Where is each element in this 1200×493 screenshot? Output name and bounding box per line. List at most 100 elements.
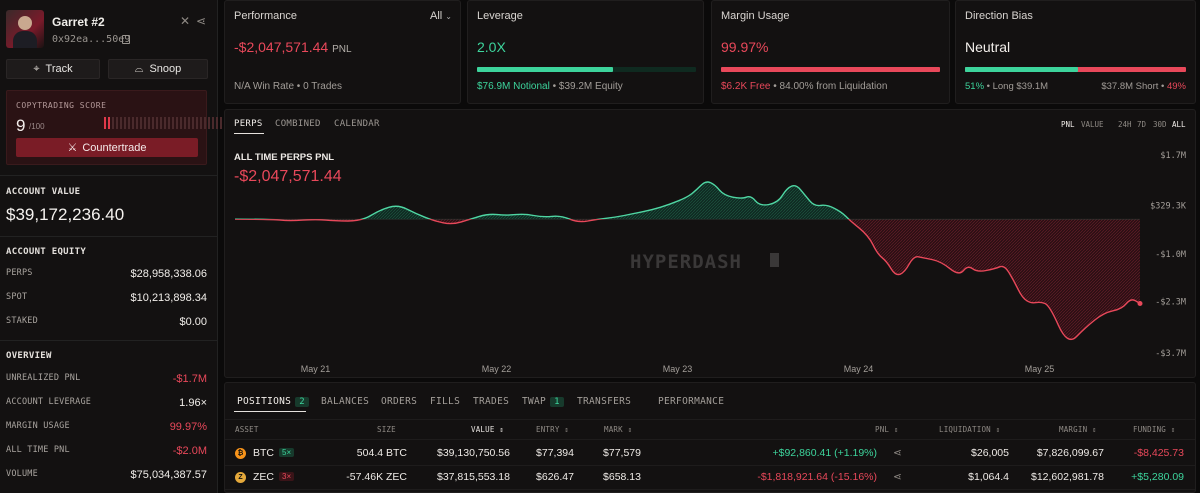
tab-label: TWAP [522,396,547,407]
score-segment [172,117,174,129]
cell-size: 504.4 BTC [356,447,407,459]
equity-row-value: $0.00 [179,316,207,328]
score-segment [216,117,218,129]
col-liquidation[interactable]: LIQUIDATION ⇕ [939,425,1000,434]
countertrade-label: Countertrade [82,141,147,154]
track-button[interactable]: ⌖ Track [6,59,100,79]
tab-label: FILLS [430,396,461,407]
score-segment [120,117,122,129]
watermark-block [770,253,779,267]
tab-transfers[interactable]: TRANSFERS [577,396,631,407]
overview-row: ACCOUNT LEVERAGE 1.96× [6,397,207,409]
watermark: HYPERDASH [630,251,742,273]
x-tick-label: May 25 [1025,364,1055,374]
tab-twap[interactable]: TWAP 1 [522,396,564,407]
score-segment [132,117,134,129]
score-segment [192,117,194,129]
score-segment [128,117,130,129]
overview-row: UNREALIZED PNL -$1.7M [6,373,207,385]
sort-icon: ⇕ [893,425,899,434]
snoop-button[interactable]: ⌓ Snoop [108,59,208,79]
col-value-label: VALUE [471,425,495,434]
share-icon[interactable]: ⋖ [893,447,902,459]
equity-row: PERPS $28,958,338.06 [6,268,207,280]
leverage-badge: 5× [279,448,295,457]
divider [225,465,1195,466]
tab-balances[interactable]: BALANCES [321,396,369,407]
cell-liq: $26,005 [971,447,1009,459]
x-icon[interactable]: ✕ [180,14,191,28]
leverage-bar-fill [477,67,613,72]
asset-name[interactable]: ZEC [253,471,274,483]
sort-icon: ⇕ [564,425,570,434]
score-segment [196,117,198,129]
tab-perps[interactable]: PERPS [234,119,263,129]
tab-fills[interactable]: FILLS [430,396,460,407]
cell-pnl: +$92,860.41 (+1.19%) [772,447,878,459]
bias-long-bar [965,67,1078,72]
tab-positions[interactable]: POSITIONS 2 [237,396,309,407]
leverage-notional: $76.9M Notional [477,81,550,92]
range-all[interactable]: ALL [1172,120,1186,129]
positive-area [362,182,849,220]
col-size[interactable]: SIZE [377,425,396,434]
overview-row-label: ALL TIME PNL [6,445,70,455]
score-segment [140,117,142,129]
margin-free: $6.2K Free [721,81,771,92]
latest-point[interactable] [1137,301,1143,306]
tab-orders[interactable]: ORDERS [381,396,417,407]
tab-trades[interactable]: TRADES [473,396,509,407]
tab-performance[interactable]: PERFORMANCE [658,396,724,407]
share-icon[interactable]: ⋖ [196,14,207,28]
chart-headline: -$2,047,571.44 [234,168,342,185]
overview-label: OVERVIEW [6,351,52,361]
sidebar: Garret #2 0x92ea...50e9 ✕ ⋖ ⌖ Track ⌓ Sn… [0,0,222,493]
range-30d[interactable]: 30D [1153,120,1167,129]
cell-margin: $12,602,981.78 [1031,471,1104,483]
cell-liq: $1,064.4 [968,471,1009,483]
col-entry[interactable]: ENTRY ⇕ [536,425,569,434]
score-segment [188,117,190,129]
swords-icon: ⚔ [67,142,78,154]
wallet-address[interactable]: 0x92ea...50e9 [52,34,131,45]
asset-name[interactable]: BTC [253,447,274,459]
equity-row-label: SPOT [6,292,28,302]
countertrade-button[interactable]: ⚔ Countertrade [16,138,198,157]
mode-pnl[interactable]: PNL [1061,120,1075,129]
score-segment [144,117,146,129]
pnl-area-chart[interactable]: HYPERDASH $1.7M $329.3K -$1.0M -$2.3M -$3.7M… [225,110,1195,377]
tab-calendar[interactable]: CALENDAR [334,119,380,129]
score-segment [176,117,178,129]
score-segment [124,117,126,129]
col-funding[interactable]: FUNDING ⇕ [1133,425,1175,434]
share-icon[interactable]: ⋖ [893,471,902,483]
score-segment [168,117,170,129]
divider [225,439,1195,440]
overview-row-value: $75,034,387.57 [130,469,207,481]
col-asset[interactable]: ASSET [235,425,259,434]
tab-combined[interactable]: COMBINED [275,119,321,129]
bias-short-pct: 49% [1166,81,1186,92]
score-segment [180,117,182,129]
copytrading-max: /100 [29,122,45,131]
score-segment [164,117,166,129]
performance-filter[interactable]: All ⌄ [430,10,452,22]
range-7d[interactable]: 7D [1137,120,1147,129]
col-margin[interactable]: MARGIN ⇕ [1059,425,1097,434]
track-label: Track [45,63,73,75]
col-pnl[interactable]: PNL ⇕ [875,425,899,434]
mode-value[interactable]: VALUE [1081,120,1104,129]
x-tick-label: May 24 [844,364,874,374]
snoop-label: Snoop [149,63,182,75]
col-entry-label: ENTRY [536,425,560,434]
leverage-equity: • $39.2M Equity [549,81,623,92]
score-segment [204,117,206,129]
copy-icon[interactable] [122,35,130,44]
cell-mark: $77,579 [603,447,641,459]
overview-row-label: UNREALIZED PNL [6,373,81,383]
range-24h[interactable]: 24H [1118,120,1132,129]
x-tick-label: May 21 [301,364,331,374]
col-mark[interactable]: MARK ⇕ [604,425,632,434]
account-value: $39,172,236.40 [6,205,125,224]
col-value[interactable]: VALUE ⇕ [471,425,504,434]
